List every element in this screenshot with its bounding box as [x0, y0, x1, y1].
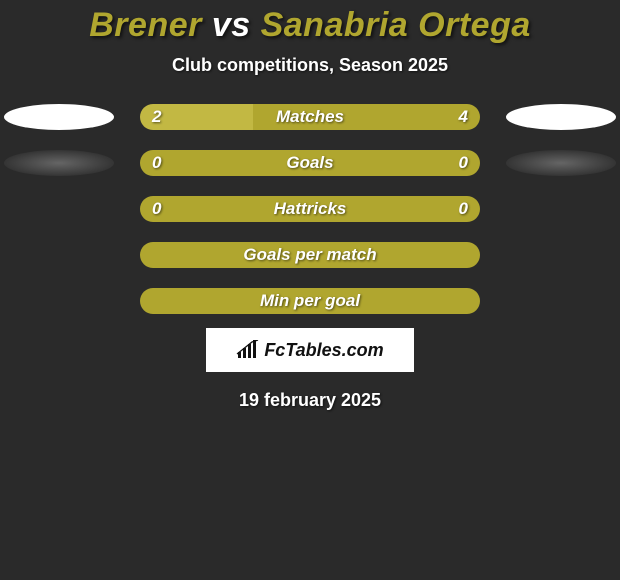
vs-text: vs	[212, 6, 251, 44]
bar-right-segment	[310, 288, 480, 314]
stat-bar: Goals per match	[140, 242, 480, 268]
bar-right-segment	[310, 196, 480, 222]
stat-bar: Min per goal	[140, 288, 480, 314]
stat-row: 00Hattricks	[0, 196, 620, 222]
stat-bar: 00Goals	[140, 150, 480, 176]
bar-right-segment	[253, 104, 480, 130]
bar-right-segment	[310, 242, 480, 268]
page-title: Brener vs Sanabria Ortega	[89, 6, 531, 45]
player2-name: Sanabria Ortega	[261, 6, 531, 44]
stat-row: Goals per match	[0, 242, 620, 268]
player1-marker	[4, 150, 114, 176]
chart-icon	[236, 340, 260, 360]
bar-left-segment	[140, 288, 310, 314]
player1-marker	[4, 104, 114, 130]
comparison-infographic: Brener vs Sanabria Ortega Club competiti…	[0, 0, 620, 411]
stat-row: 24Matches	[0, 104, 620, 130]
bar-right-segment	[310, 150, 480, 176]
subtitle: Club competitions, Season 2025	[172, 55, 448, 76]
stat-bar: 24Matches	[140, 104, 480, 130]
source-logo: FcTables.com	[206, 328, 414, 372]
player2-marker	[506, 150, 616, 176]
bar-left-segment	[140, 104, 253, 130]
player1-name: Brener	[89, 6, 202, 44]
player2-marker	[506, 104, 616, 130]
stat-row: 00Goals	[0, 150, 620, 176]
stats-area: 24Matches 00Goals 00Hattricks Goals per mat…	[0, 104, 620, 314]
bar-left-segment	[140, 242, 310, 268]
logo-text: FcTables.com	[264, 340, 383, 361]
date-text: 19 february 2025	[239, 390, 381, 411]
bar-left-segment	[140, 150, 310, 176]
stat-bar: 00Hattricks	[140, 196, 480, 222]
bar-left-segment	[140, 196, 310, 222]
stat-row: Min per goal	[0, 288, 620, 314]
